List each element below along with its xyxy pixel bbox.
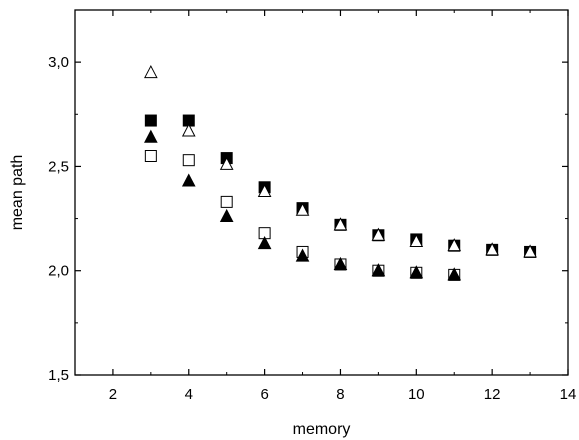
open-triangle-point bbox=[219, 156, 234, 170]
x-tick-label: 10 bbox=[408, 386, 425, 403]
plot-frame bbox=[74, 9, 569, 376]
open-triangle-point bbox=[447, 238, 462, 252]
open-triangle-point bbox=[485, 242, 499, 256]
x-axis: 2 4 6 8 10 12 14 bbox=[74, 10, 577, 403]
filled-triangle-point bbox=[181, 173, 196, 187]
open-triangle-point bbox=[295, 202, 310, 216]
y-axis-label: mean path bbox=[9, 155, 26, 231]
filled-triangle-point bbox=[447, 267, 462, 281]
plot-border bbox=[74, 9, 569, 376]
open-triangle-point bbox=[257, 183, 272, 197]
x-tick-label: 2 bbox=[109, 386, 117, 403]
open-triangle-point bbox=[409, 233, 424, 248]
data-marks bbox=[144, 64, 537, 281]
y-tick-label: 1,5 bbox=[48, 367, 69, 384]
x-tick-label: 14 bbox=[560, 386, 577, 403]
y-axis: 1,5 2,0 2,5 3,0 bbox=[48, 54, 568, 384]
y-tick-label: 3,0 bbox=[48, 54, 69, 71]
filled-square-point bbox=[144, 114, 157, 127]
open-triangle-point bbox=[523, 244, 537, 258]
open-square-point bbox=[182, 154, 195, 167]
filled-triangle-point bbox=[257, 236, 272, 250]
filled-triangle-point bbox=[144, 129, 158, 143]
open-triangle-point bbox=[181, 123, 196, 137]
x-tick-label: 8 bbox=[336, 386, 344, 403]
open-square-point bbox=[144, 150, 157, 162]
x-tick-label: 4 bbox=[185, 386, 193, 403]
filled-triangle-point bbox=[371, 263, 386, 277]
x-axis-label: memory bbox=[293, 421, 351, 438]
open-square-point bbox=[220, 195, 233, 208]
filled-triangle-point bbox=[295, 248, 310, 262]
filled-triangle-point bbox=[409, 265, 424, 279]
y-tick-label: 2,0 bbox=[48, 263, 69, 280]
y-tick-label: 2,5 bbox=[48, 158, 69, 175]
x-tick-label: 6 bbox=[260, 386, 268, 403]
open-triangle-point bbox=[333, 217, 348, 231]
open-triangle-point bbox=[144, 64, 158, 79]
x-tick-label: 12 bbox=[484, 386, 501, 403]
filled-triangle-point bbox=[219, 208, 234, 222]
open-triangle-point bbox=[371, 227, 386, 241]
filled-triangle-point bbox=[333, 256, 348, 270]
